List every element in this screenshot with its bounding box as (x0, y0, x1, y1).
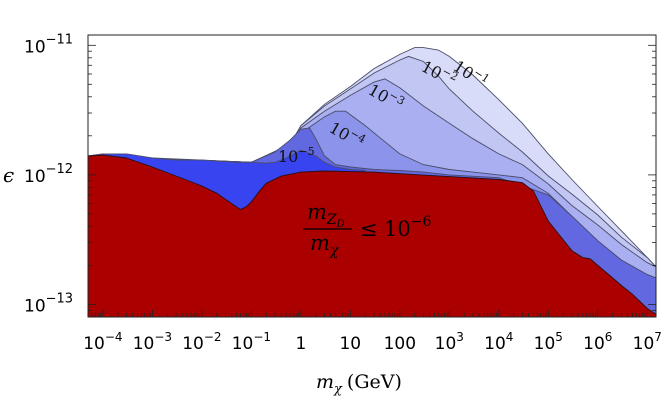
ratio-denominator: mχ (310, 231, 340, 259)
x-tick-label: 107 (633, 330, 662, 354)
x-tick-label: 1 (295, 334, 306, 354)
y-axis-label: ϵ (3, 163, 14, 187)
y-ticks (88, 44, 656, 318)
y-tick-labels: 10−11 10−12 10−13 (24, 32, 73, 316)
y-tick-label: 10−12 (24, 162, 73, 187)
y-tick-label: 10−13 (24, 291, 73, 316)
x-tick-label: 106 (583, 330, 612, 354)
x-axis-label: mχ (GeV) (316, 371, 402, 397)
y-tick-label: 10−11 (24, 32, 73, 57)
region-label: mZD mχ ≤ 10−6 (303, 200, 431, 259)
curve-label: 10−5 (278, 145, 315, 166)
x-tick-label: 10−3 (133, 330, 172, 354)
x-ticks (87, 310, 648, 317)
ratio-numerator: mZD (307, 200, 345, 230)
ratio-relation: ≤ (360, 217, 378, 241)
x-tick-label: 105 (534, 330, 563, 354)
x-tick-label: 103 (435, 330, 464, 354)
x-tick-label: 10−2 (182, 330, 221, 354)
plot-frame (87, 34, 657, 318)
x-tick-label: 10 (339, 334, 361, 354)
x-tick-label: 10−1 (232, 330, 271, 354)
x-tick-label: 100 (384, 334, 416, 354)
x-tick-label: 104 (484, 330, 513, 354)
ratio-value: 10−6 (384, 214, 431, 241)
excluded-region (88, 154, 656, 317)
x-tick-labels: 10−4 10−3 10−2 10−1 1 10 100 103 104 105 106 107 (83, 330, 662, 354)
x-tick-label: 10−4 (83, 330, 122, 354)
plot-areas (88, 47, 656, 317)
